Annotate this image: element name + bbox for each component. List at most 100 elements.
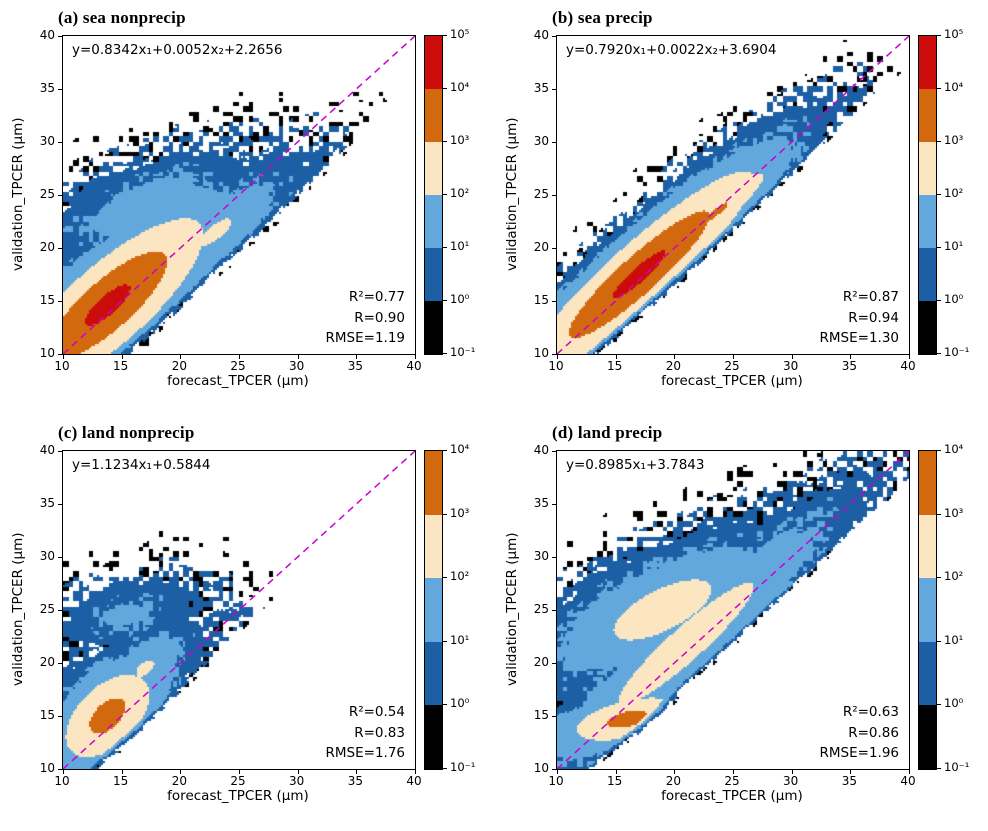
colorbar-tick-label: 10²	[450, 186, 470, 200]
plot-area: y=0.8985x₁+3.7843 R²=0.63 R=0.86 RMSE=1.…	[534, 443, 910, 775]
plot-wrap: validation_TPCER (μm) y=0.8342x₁+0.0052x…	[10, 27, 475, 389]
y-tick-mark	[552, 769, 556, 770]
plot-wrap: validation_TPCER (μm) y=1.1234x₁+0.5844 …	[10, 442, 475, 804]
y-tick-mark	[58, 557, 62, 558]
x-axis-ticks: 10 15 20 25 30 35 40	[548, 355, 915, 373]
y-tick-mark	[552, 663, 556, 664]
x-tick-label: 15	[113, 774, 129, 788]
stats-block: R²=0.87 R=0.94 RMSE=1.30	[820, 287, 900, 348]
y-tick-mark	[552, 195, 556, 196]
colorbar-tick-mark	[937, 88, 941, 89]
colorbar-tick-mark	[443, 300, 447, 301]
colorbar-tick-label: 10⁴	[944, 80, 964, 94]
y-tick-label: 15	[39, 708, 55, 722]
y-tick-label: 30	[533, 134, 549, 148]
x-tick-mark	[791, 770, 793, 774]
x-tick-mark	[121, 770, 123, 774]
x-axis-ticks: 10 15 20 25 30 35 40	[548, 770, 915, 788]
x-tick-mark	[850, 770, 852, 774]
colorbar-segment	[919, 514, 936, 579]
y-tick-mark	[58, 248, 62, 249]
y-tick-label: 35	[39, 81, 55, 95]
r-squared-value: R²=0.87	[842, 289, 899, 306]
x-tick-mark	[356, 770, 358, 774]
colorbar-tick-mark	[937, 768, 941, 769]
colorbar-segment	[425, 514, 442, 579]
colorbar-tick-mark	[443, 88, 447, 89]
colorbar-tick-label: 10⁰	[450, 292, 470, 306]
colorbar-tick-mark	[937, 35, 941, 36]
y-tick-label: 15	[533, 708, 549, 722]
x-tick-mark	[297, 355, 299, 359]
plot-area: y=0.7920x₁+0.0022x₂+3.6904 R²=0.87 R=0.9…	[534, 28, 910, 360]
colorbar-segment	[919, 248, 936, 301]
colorbar-segment	[919, 451, 936, 515]
x-tick-mark	[180, 770, 182, 774]
x-tick-mark	[674, 355, 676, 359]
colorbar-tick-label: 10²	[944, 186, 964, 200]
colorbar-tick-label: 10³	[450, 133, 470, 147]
x-tick-mark	[239, 770, 240, 774]
x-tick-mark	[239, 355, 240, 359]
colorbar-segment	[425, 248, 442, 301]
colorbar	[424, 450, 443, 770]
rmse-value: RMSE=1.96	[819, 744, 900, 761]
x-tick-mark	[615, 770, 617, 774]
x-tick-label: 30	[783, 359, 799, 373]
y-tick-mark	[552, 716, 556, 717]
colorbar-segment	[919, 641, 936, 706]
colorbar-segment	[425, 89, 442, 142]
r-value: R=0.90	[354, 309, 405, 326]
colorbar-tick-mark	[443, 450, 447, 451]
regression-equation: y=0.8342x₁+0.0052x₂+2.2656	[72, 42, 283, 58]
x-tick-label: 30	[289, 359, 305, 373]
y-tick-mark	[552, 504, 556, 505]
panel-title: (d) land precip	[552, 423, 663, 442]
colorbar-segment	[425, 451, 442, 515]
y-tick-label: 25	[39, 602, 55, 616]
y-tick-label: 35	[39, 496, 55, 510]
y-tick-label: 40	[39, 443, 55, 457]
r-squared-value: R²=0.77	[348, 289, 405, 306]
y-tick-label: 20	[39, 240, 55, 254]
y-tick-mark	[552, 354, 556, 355]
colorbar-segment	[919, 142, 936, 195]
y-tick-mark	[58, 716, 62, 717]
x-tick-mark	[415, 770, 416, 774]
colorbar-tick-label: 10²	[944, 569, 964, 584]
colorbar-tick-mark	[937, 577, 941, 579]
x-tick-label: 15	[113, 359, 129, 373]
y-tick-mark	[58, 301, 62, 302]
colorbar-tick-mark	[937, 194, 941, 195]
x-axis-label: forecast_TPCER (μm)	[661, 788, 803, 804]
colorbar-tick-mark	[937, 513, 941, 515]
x-tick-label: 20	[665, 359, 681, 373]
colorbar-segment	[425, 301, 442, 354]
colorbar	[918, 35, 937, 355]
colorbar	[424, 35, 443, 355]
y-tick-mark	[58, 89, 62, 90]
colorbar-segment	[425, 705, 442, 769]
y-tick-mark	[552, 142, 556, 143]
density-contour-canvas	[557, 451, 909, 769]
colorbar-segment	[425, 36, 442, 89]
r-squared-value: R²=0.54	[348, 704, 405, 721]
y-tick-label: 20	[533, 655, 549, 669]
y-tick-mark	[552, 89, 556, 90]
colorbar-tick-mark	[443, 704, 447, 706]
colorbar-tick-label: 10¹	[944, 239, 964, 253]
y-tick-mark	[58, 451, 62, 452]
x-axis-label: forecast_TPCER (μm)	[661, 373, 803, 389]
colorbar-tick-label: 10²	[450, 569, 470, 584]
colorbar-tick-mark	[937, 300, 941, 301]
x-tick-label: 25	[724, 774, 740, 788]
colorbar-segment	[425, 142, 442, 195]
x-tick-mark	[733, 770, 734, 774]
y-tick-label: 20	[39, 655, 55, 669]
stats-block: R²=0.77 R=0.90 RMSE=1.19	[326, 287, 406, 348]
x-tick-mark	[121, 355, 123, 359]
colorbar-tick-mark	[937, 640, 941, 642]
plot-wrap: validation_TPCER (μm) y=0.8985x₁+3.7843 …	[504, 442, 969, 804]
y-tick-mark	[58, 142, 62, 143]
